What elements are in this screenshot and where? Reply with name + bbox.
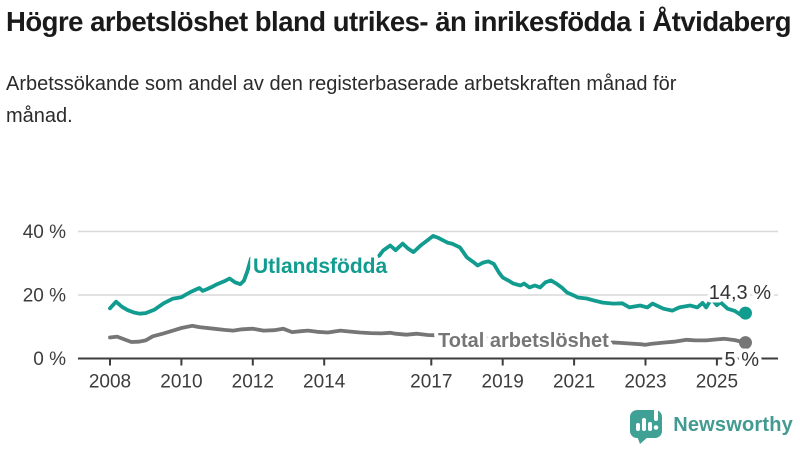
x-axis-tick-label: 2012 — [232, 372, 274, 393]
y-axis-tick-label: 0 % — [33, 349, 66, 370]
x-axis-tick-label: 2023 — [624, 372, 666, 393]
x-axis-tick-label: 2019 — [482, 372, 524, 393]
series-end-value-label: 5 % — [725, 349, 760, 371]
newsworthy-logo-icon — [630, 408, 663, 444]
y-axis-tick-label: 20 % — [23, 286, 66, 307]
y-axis-tick-label: 40 % — [23, 222, 66, 243]
x-axis-tick-label: 2008 — [89, 372, 131, 393]
chart-title: Högre arbetslöshet bland utrikes- än inr… — [6, 6, 792, 37]
series-line-total-arbetsloshet — [108, 323, 748, 347]
x-axis-tick-label: 2014 — [303, 372, 346, 393]
chart-subtitle: Arbetssökande som andel av den registerb… — [6, 73, 677, 127]
series-line-utlandsfodda — [108, 233, 748, 317]
series-end-value-label: 14,3 % — [709, 282, 771, 304]
series-label: Total arbetslöshet — [438, 330, 609, 352]
newsworthy-logo-text: Newsworthy — [673, 414, 793, 436]
chart-header: Högre arbetslöshet bland utrikes- än inr… — [6, 2, 800, 132]
series-end-dot — [738, 336, 752, 350]
newsworthy-logo[interactable]: Newsworthy — [628, 407, 793, 444]
x-axis-tick-label: 2010 — [160, 372, 202, 393]
x-axis-tick-label: 2021 — [553, 372, 595, 393]
x-axis-tick-label: 2017 — [410, 372, 452, 393]
series-label: Utlandsfödda — [253, 255, 387, 278]
x-axis-tick-label: 2025 — [696, 372, 738, 393]
series-end-dot — [738, 306, 752, 320]
